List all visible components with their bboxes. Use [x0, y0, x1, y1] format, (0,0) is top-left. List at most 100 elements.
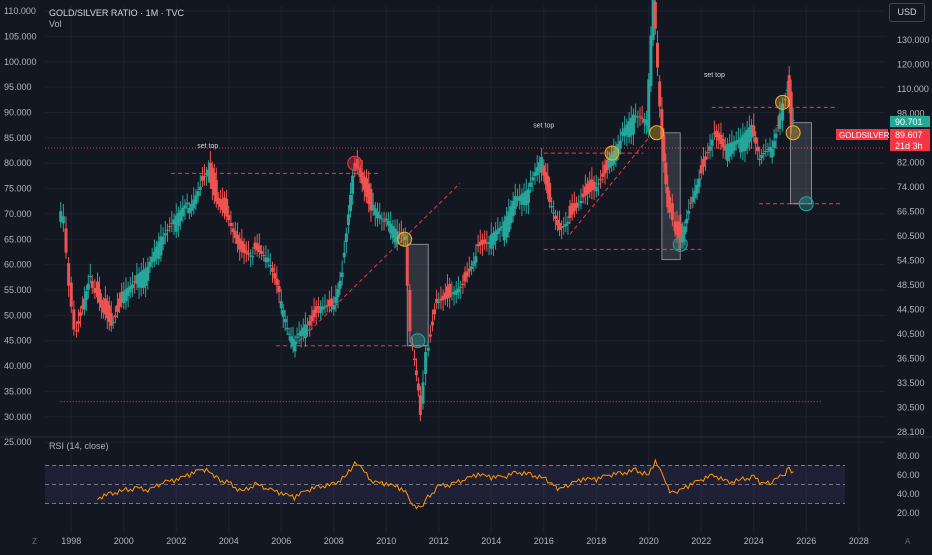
candle-body: [730, 142, 734, 154]
candle-body: [500, 226, 504, 228]
candle-body: [146, 266, 150, 281]
candle-body: [251, 256, 255, 258]
candle-body: [592, 181, 596, 189]
symbol-tag: [836, 129, 888, 140]
candle-body: [170, 223, 174, 225]
right-axis-tick: 110.000: [897, 84, 929, 94]
candle-body: [542, 165, 546, 176]
right-axis-tick: 120.000: [897, 60, 930, 70]
x-tick-label: 2026: [796, 536, 816, 546]
auto-scale-icon[interactable]: A: [905, 537, 911, 546]
candle-body: [172, 219, 176, 225]
candle-body: [554, 215, 558, 219]
candle-body: [115, 304, 119, 313]
left-axis-tick: 90.000: [4, 108, 32, 118]
candle-body: [664, 162, 668, 185]
candle-body: [470, 266, 474, 270]
candle-body: [69, 282, 73, 307]
candle-body: [670, 203, 674, 221]
candle-body: [465, 271, 469, 277]
candle-body: [750, 124, 754, 138]
candle-body: [174, 215, 178, 232]
candle-body: [201, 176, 204, 181]
candle-body: [220, 199, 224, 211]
candle-body: [78, 312, 82, 317]
candle-body: [476, 244, 480, 247]
candle-body: [181, 207, 185, 217]
candle-body: [155, 246, 159, 259]
left-axis-tick: 70.000: [4, 209, 32, 219]
candle-body: [566, 221, 570, 224]
candle-body: [113, 315, 117, 318]
candle-body: [679, 223, 683, 243]
candle-body: [135, 275, 139, 284]
left-axis-tick: 95.000: [4, 82, 32, 92]
candle-body: [321, 306, 325, 310]
candle-body: [67, 263, 71, 286]
candle-body: [330, 298, 334, 307]
x-tick-label: 2006: [271, 536, 291, 546]
candle-body: [393, 228, 397, 243]
candle-body: [625, 124, 629, 136]
candle-body: [778, 113, 782, 129]
candle-body: [101, 306, 105, 313]
candle-body: [401, 234, 405, 236]
candle-body: [99, 299, 103, 308]
candle-body: [72, 309, 76, 330]
candle-body: [579, 201, 583, 204]
candle-body: [391, 226, 395, 238]
candle-body: [93, 287, 97, 293]
candle-body: [103, 298, 107, 315]
currency-button[interactable]: USD: [889, 3, 925, 22]
zoom-icon[interactable]: Z: [32, 537, 37, 546]
candle-body: [760, 155, 764, 158]
rsi-tick: 40.00: [897, 489, 920, 499]
candle-body: [323, 306, 327, 308]
candle-body: [59, 211, 63, 222]
annotation-label: set top: [533, 123, 554, 130]
candle-body: [303, 324, 307, 339]
candle-body: [752, 125, 756, 137]
candle-body: [496, 229, 500, 234]
candle-body: [710, 139, 714, 146]
candle-body: [706, 151, 710, 154]
symbol-label: GOLDSILVER: [839, 131, 890, 140]
candle-body: [634, 115, 638, 118]
candle-body: [90, 280, 94, 288]
candle-body: [524, 190, 528, 206]
candle-body: [268, 264, 272, 267]
candle-body: [306, 329, 309, 331]
candle-body: [693, 190, 697, 198]
candle-body: [428, 334, 432, 337]
x-tick-label: 2008: [324, 536, 344, 546]
close-price-label: 89.607: [895, 130, 923, 140]
left-axis-tick: 60.000: [4, 260, 32, 270]
left-axis-tick: 85.000: [4, 133, 32, 143]
candle-body: [386, 221, 390, 226]
candle-body: [629, 117, 633, 136]
candle-body: [236, 234, 239, 244]
candle-body: [513, 195, 517, 209]
candle-body: [548, 183, 552, 203]
signal-marker: [798, 196, 814, 212]
candle-body: [607, 157, 611, 168]
candle-body: [96, 281, 99, 298]
candle-body: [456, 288, 460, 293]
candle-body: [726, 144, 729, 161]
candle-body: [240, 241, 244, 253]
candle-body: [489, 234, 493, 249]
candle-body: [336, 288, 340, 298]
x-tick-label: 2014: [481, 536, 501, 546]
candle-body: [618, 140, 622, 149]
candle-body: [190, 203, 194, 211]
candle-body: [596, 183, 600, 185]
candle-body: [253, 242, 257, 249]
candle-body: [273, 273, 277, 279]
candle-body: [105, 300, 109, 319]
x-tick-label: 2020: [639, 536, 659, 546]
signal-marker: [397, 231, 413, 247]
candle-body: [741, 135, 745, 152]
trend-line: [294, 183, 461, 347]
